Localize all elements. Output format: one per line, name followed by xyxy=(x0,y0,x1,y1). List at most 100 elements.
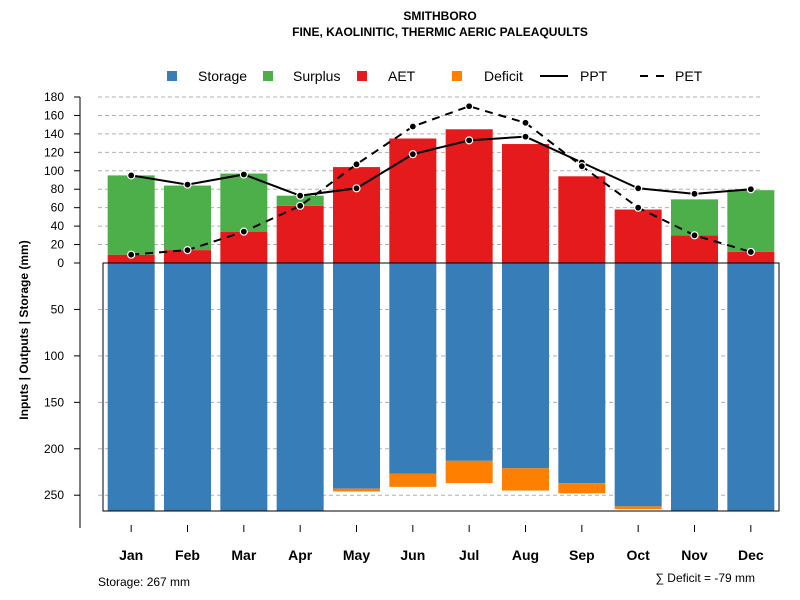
aet-bar-sep xyxy=(558,176,606,263)
aet-bar-jul xyxy=(445,129,493,263)
axes: 0 20 40 60 80 100 120 140 160 180 50 100 150 200 250 Ja… xyxy=(44,90,780,563)
legend-pet-label: PET xyxy=(675,68,703,84)
deficit-bar-jul xyxy=(445,460,493,484)
y-tick-label: 120 xyxy=(44,145,64,159)
ppt-point xyxy=(521,132,530,141)
storage-bar-feb xyxy=(164,263,211,511)
pet-line xyxy=(131,105,752,256)
ppt-point xyxy=(352,184,361,193)
x-tick-label-mar: Mar xyxy=(231,547,256,563)
ppt-point xyxy=(296,191,305,200)
y-tick-label: 60 xyxy=(51,201,65,215)
deficit-bar-sep xyxy=(558,483,606,494)
aet-bar-dec xyxy=(727,251,775,263)
deficit-note: ∑ Deficit = -79 mm xyxy=(655,571,755,585)
pet-point xyxy=(296,201,305,210)
y-tick-label: 100 xyxy=(44,164,64,178)
legend-deficit-key xyxy=(452,71,462,81)
deficit-bar-may xyxy=(333,488,380,492)
legend-storage-key xyxy=(167,71,177,81)
legend-ppt-label: PPT xyxy=(580,68,608,84)
legend-surplus-key xyxy=(263,71,273,81)
surplus-bar-jan xyxy=(107,175,155,255)
ppt-line xyxy=(131,135,751,197)
y-axis-label: Inputs | Outputs | Storage (mm) xyxy=(17,240,31,419)
storage-bar-may xyxy=(333,263,380,489)
y-tick-label: 40 xyxy=(51,219,65,233)
y-tick-label: 200 xyxy=(44,442,64,456)
legend-aet-label: AET xyxy=(388,68,416,84)
pet-point xyxy=(465,102,474,111)
surplus-bar-feb xyxy=(164,185,211,251)
x-tick-label-jan: Jan xyxy=(119,547,143,563)
y-tick-label: 250 xyxy=(44,488,64,502)
pet-point xyxy=(127,250,136,259)
chart-subtitle: FINE, KAOLINITIC, THERMIC AERIC PALEAQUU… xyxy=(292,25,588,39)
x-tick-label-jun: Jun xyxy=(400,547,425,563)
deficit-bar-aug xyxy=(502,468,549,491)
aet-bar-jun xyxy=(389,138,437,263)
aet-bar-oct xyxy=(614,209,662,263)
surplus-bar-dec xyxy=(727,190,775,252)
y-tick-label: 140 xyxy=(44,127,64,141)
y-tick-label: 50 xyxy=(51,302,65,316)
y-tick-label: 0 xyxy=(57,256,64,270)
legend-aet-key xyxy=(357,71,367,81)
y-tick-label: 100 xyxy=(44,349,64,363)
storage-bar-mar xyxy=(220,263,268,511)
lower-plot-frame xyxy=(102,262,780,512)
bars xyxy=(107,129,775,511)
storage-note: Storage: 267 mm xyxy=(98,575,190,589)
surplus-bar-apr xyxy=(276,195,324,206)
pet-point xyxy=(690,231,699,240)
aet-bar-aug xyxy=(502,144,549,263)
storage-bar-jul xyxy=(445,263,493,461)
aet-bar-jan xyxy=(107,254,155,263)
x-tick-label-jul: Jul xyxy=(459,547,479,563)
deficit-bar-oct xyxy=(614,506,662,510)
pet-point xyxy=(577,162,586,171)
pet-point xyxy=(746,247,755,257)
storage-bar-apr xyxy=(276,263,324,511)
y-tick-label: 80 xyxy=(51,182,65,196)
chart-title: SMITHBORO xyxy=(403,9,476,23)
ppt-point xyxy=(408,150,417,159)
y-tick-label: 180 xyxy=(44,90,64,104)
x-tick-label-aug: Aug xyxy=(512,547,539,563)
surplus-bar-mar xyxy=(220,173,268,232)
deficit-bar-jun xyxy=(389,473,437,487)
legend-storage-label: Storage xyxy=(198,68,247,84)
x-tick-label-dec: Dec xyxy=(738,547,764,563)
surplus-bar-nov xyxy=(671,199,718,236)
legend-deficit-label: Deficit xyxy=(484,68,523,84)
storage-bar-jan xyxy=(107,263,155,511)
storage-bar-sep xyxy=(558,263,606,484)
storage-bar-dec xyxy=(727,263,775,511)
aet-bar-nov xyxy=(671,235,718,263)
ppt-point xyxy=(239,170,248,179)
x-tick-label-sep: Sep xyxy=(569,547,595,563)
x-tick-label-apr: Apr xyxy=(288,547,313,563)
x-tick-label-nov: Nov xyxy=(681,547,708,563)
pet-point xyxy=(183,245,192,255)
ppt-point xyxy=(183,180,192,189)
legend: Storage Surplus AET Deficit PPT PET xyxy=(167,68,703,84)
aet-bar-feb xyxy=(164,250,211,263)
series-lines xyxy=(127,102,755,259)
y-tick-label: 20 xyxy=(51,238,65,252)
aet-bar-apr xyxy=(276,205,324,263)
storage-bar-nov xyxy=(671,263,718,511)
ppt-point xyxy=(127,171,136,180)
storage-bar-jun xyxy=(389,263,437,474)
legend-surplus-label: Surplus xyxy=(293,68,340,84)
storage-bar-aug xyxy=(502,263,549,469)
ppt-point xyxy=(465,136,474,145)
pet-point xyxy=(239,227,248,236)
x-tick-label-may: May xyxy=(343,547,370,563)
y-tick-label: 150 xyxy=(44,395,64,409)
ppt-point xyxy=(746,185,755,194)
x-tick-label-feb: Feb xyxy=(175,547,200,563)
pet-point xyxy=(352,160,361,169)
pet-point xyxy=(634,203,643,212)
